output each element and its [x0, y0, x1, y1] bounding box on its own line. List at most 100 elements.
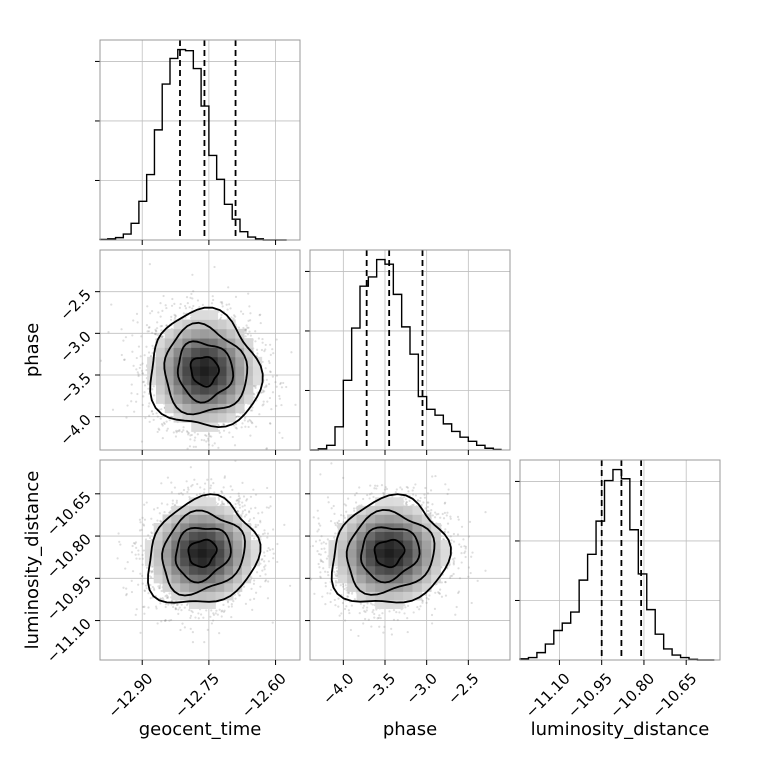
scatter-point [244, 602, 248, 605]
scatter-point [131, 544, 134, 548]
scatter-point [252, 396, 256, 399]
scatter-point [141, 403, 144, 407]
scatter-point [140, 574, 144, 577]
scatter-point [135, 368, 138, 371]
scatter-point [191, 307, 194, 310]
density-bin [164, 338, 174, 348]
scatter-point [168, 511, 171, 514]
scatter-point [191, 641, 195, 644]
scatter-point [146, 305, 149, 308]
scatter-point [238, 500, 241, 503]
density-bin [182, 366, 192, 376]
density-bin [182, 394, 192, 404]
scatter-point [258, 314, 261, 317]
scatter-point [177, 612, 180, 616]
scatter-point [148, 536, 152, 540]
scatter-point [164, 595, 167, 598]
scatter-point [192, 445, 195, 449]
scatter-point [241, 422, 244, 425]
scatter-point [256, 571, 259, 574]
scatter-point [152, 418, 155, 421]
density-bin [200, 384, 210, 395]
panel-content [116, 460, 300, 644]
scatter-point [202, 616, 205, 619]
scatter-point [234, 423, 238, 426]
scatter-point [152, 347, 155, 350]
scatter-point [179, 628, 182, 632]
scatter-point [141, 557, 144, 560]
density-bin [200, 422, 210, 432]
scatter-point [256, 523, 260, 527]
density-bin [191, 328, 201, 339]
density-bin [244, 375, 254, 386]
scatter-point [259, 321, 262, 325]
scatter-point [176, 603, 179, 606]
scatter-point [189, 616, 192, 620]
scatter-point [181, 622, 184, 625]
scatter-point [238, 497, 242, 500]
scatter-point [137, 549, 140, 552]
scatter-point [186, 302, 189, 305]
scatter-point [160, 482, 163, 485]
scatter-point [150, 576, 153, 579]
density-bin [173, 375, 183, 386]
scatter-point [275, 374, 279, 377]
scatter-point [263, 560, 266, 563]
scatter-point [165, 429, 168, 432]
scatter-point [161, 335, 164, 339]
scatter-point [237, 499, 240, 502]
scatter-point [161, 597, 164, 600]
scatter-point [119, 543, 122, 546]
density-bin [182, 347, 192, 358]
scatter-point [160, 502, 163, 505]
scatter-point [209, 615, 212, 618]
scatter-point [220, 301, 224, 304]
scatter-point [234, 502, 237, 506]
density-bin [164, 356, 174, 367]
scatter-point [220, 490, 223, 493]
scatter-point [213, 442, 216, 445]
scatter-point [192, 290, 195, 293]
scatter-point [231, 435, 234, 439]
scatter-point [217, 429, 220, 432]
scatter-point [150, 410, 154, 413]
scatter-point [171, 297, 174, 301]
scatter-point [197, 617, 200, 620]
scatter-point [154, 333, 158, 336]
scatter-point [130, 392, 133, 395]
hist-panel-geocent_time [95, 39, 301, 241]
scatter-point [237, 495, 241, 498]
density-bin [173, 394, 183, 404]
scatter-point [262, 390, 265, 394]
scatter-point [251, 406, 254, 409]
density-bin [252, 375, 263, 386]
scatter-point [272, 552, 275, 555]
density-bin [208, 319, 219, 330]
scatter-point [248, 418, 251, 422]
scatter-point [149, 583, 152, 587]
scatter-point [168, 592, 171, 595]
density-bin [191, 394, 201, 404]
scatter-point [130, 383, 133, 386]
density-bin [200, 394, 210, 404]
scatter-point [242, 326, 245, 330]
scatter-point [214, 612, 217, 615]
scatter-point [248, 511, 251, 514]
scatter-point [268, 396, 272, 400]
scatter-point [198, 453, 200, 455]
density-bin [164, 403, 174, 414]
scatter-point [236, 415, 239, 418]
scatter-point [276, 542, 279, 546]
contour-geocent_time-phase-1 [176, 340, 235, 404]
density-bin [244, 338, 254, 348]
scatter-point [190, 609, 193, 613]
scatter-point [256, 352, 259, 355]
scatter-point [190, 485, 193, 488]
scatter-point [182, 429, 185, 432]
scatter-point [246, 326, 249, 329]
scatter-point [261, 337, 264, 341]
scatter-point [180, 609, 183, 612]
scatter-point [152, 523, 155, 526]
scatter-point [263, 390, 266, 393]
scatter-point [217, 310, 220, 313]
